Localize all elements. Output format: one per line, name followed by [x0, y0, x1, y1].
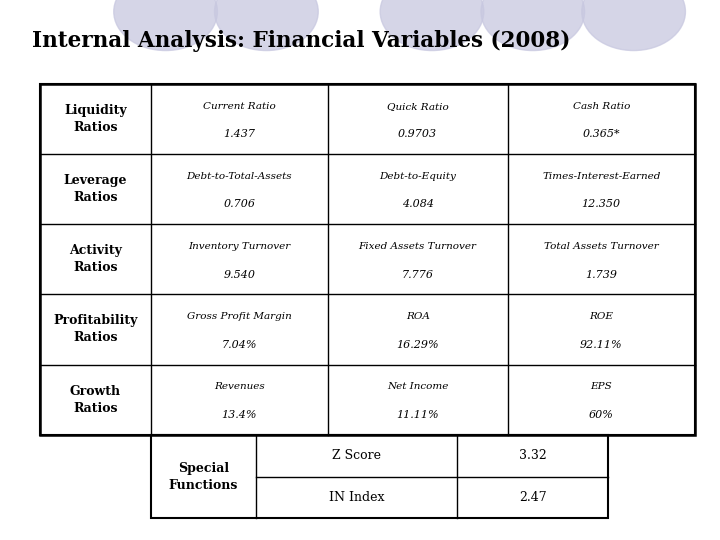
- Ellipse shape: [114, 0, 217, 51]
- Text: 13.4%: 13.4%: [222, 410, 257, 420]
- Text: 60%: 60%: [589, 410, 613, 420]
- Ellipse shape: [380, 0, 484, 51]
- Text: 16.29%: 16.29%: [396, 340, 439, 350]
- Text: EPS: EPS: [590, 382, 612, 392]
- Text: Z Score: Z Score: [332, 449, 381, 462]
- Text: 2.47: 2.47: [519, 491, 546, 504]
- Text: Fixed Assets Turnover: Fixed Assets Turnover: [359, 242, 477, 251]
- Text: 0.9703: 0.9703: [398, 129, 437, 139]
- Text: Liquidity
Ratios: Liquidity Ratios: [64, 104, 127, 134]
- Text: Net Income: Net Income: [387, 382, 449, 392]
- Text: Inventory Turnover: Inventory Turnover: [188, 242, 291, 251]
- Text: Total Assets Turnover: Total Assets Turnover: [544, 242, 659, 251]
- Text: 1.739: 1.739: [585, 269, 617, 280]
- Text: 7.04%: 7.04%: [222, 340, 257, 350]
- Text: 7.776: 7.776: [402, 269, 433, 280]
- Bar: [40, 84, 695, 435]
- Text: 11.11%: 11.11%: [396, 410, 439, 420]
- Text: Quick Ratio: Quick Ratio: [387, 102, 449, 111]
- Ellipse shape: [481, 0, 585, 51]
- Ellipse shape: [582, 0, 685, 51]
- Text: Debt-to-Total-Assets: Debt-to-Total-Assets: [186, 172, 292, 181]
- Text: 92.11%: 92.11%: [580, 340, 623, 350]
- Text: 0.365*: 0.365*: [582, 129, 620, 139]
- Text: Leverage
Ratios: Leverage Ratios: [63, 174, 127, 204]
- Text: Internal Analysis: Financial Variables (2008): Internal Analysis: Financial Variables (…: [32, 30, 571, 51]
- Text: 4.084: 4.084: [402, 199, 433, 210]
- Text: 1.437: 1.437: [223, 129, 256, 139]
- Text: IN Index: IN Index: [328, 491, 384, 504]
- Bar: [40, 84, 695, 435]
- Text: Special
Functions: Special Functions: [168, 462, 238, 491]
- Bar: [151, 435, 608, 518]
- Text: Times-Interest-Earned: Times-Interest-Earned: [542, 172, 660, 181]
- Text: Debt-to-Equity: Debt-to-Equity: [379, 172, 456, 181]
- Text: 0.706: 0.706: [223, 199, 256, 210]
- Text: Gross Profit Margin: Gross Profit Margin: [187, 312, 292, 321]
- Text: 3.32: 3.32: [519, 449, 546, 462]
- Ellipse shape: [215, 0, 318, 51]
- Text: 9.540: 9.540: [223, 269, 256, 280]
- Text: ROE: ROE: [589, 312, 613, 321]
- Text: Profitability
Ratios: Profitability Ratios: [53, 314, 138, 345]
- Text: Cash Ratio: Cash Ratio: [572, 102, 630, 111]
- Text: Activity
Ratios: Activity Ratios: [69, 244, 122, 274]
- Text: Current Ratio: Current Ratio: [203, 102, 276, 111]
- Text: Growth
Ratios: Growth Ratios: [70, 384, 121, 415]
- Text: 12.350: 12.350: [582, 199, 621, 210]
- Text: Revenues: Revenues: [214, 382, 265, 392]
- Text: ROA: ROA: [405, 312, 430, 321]
